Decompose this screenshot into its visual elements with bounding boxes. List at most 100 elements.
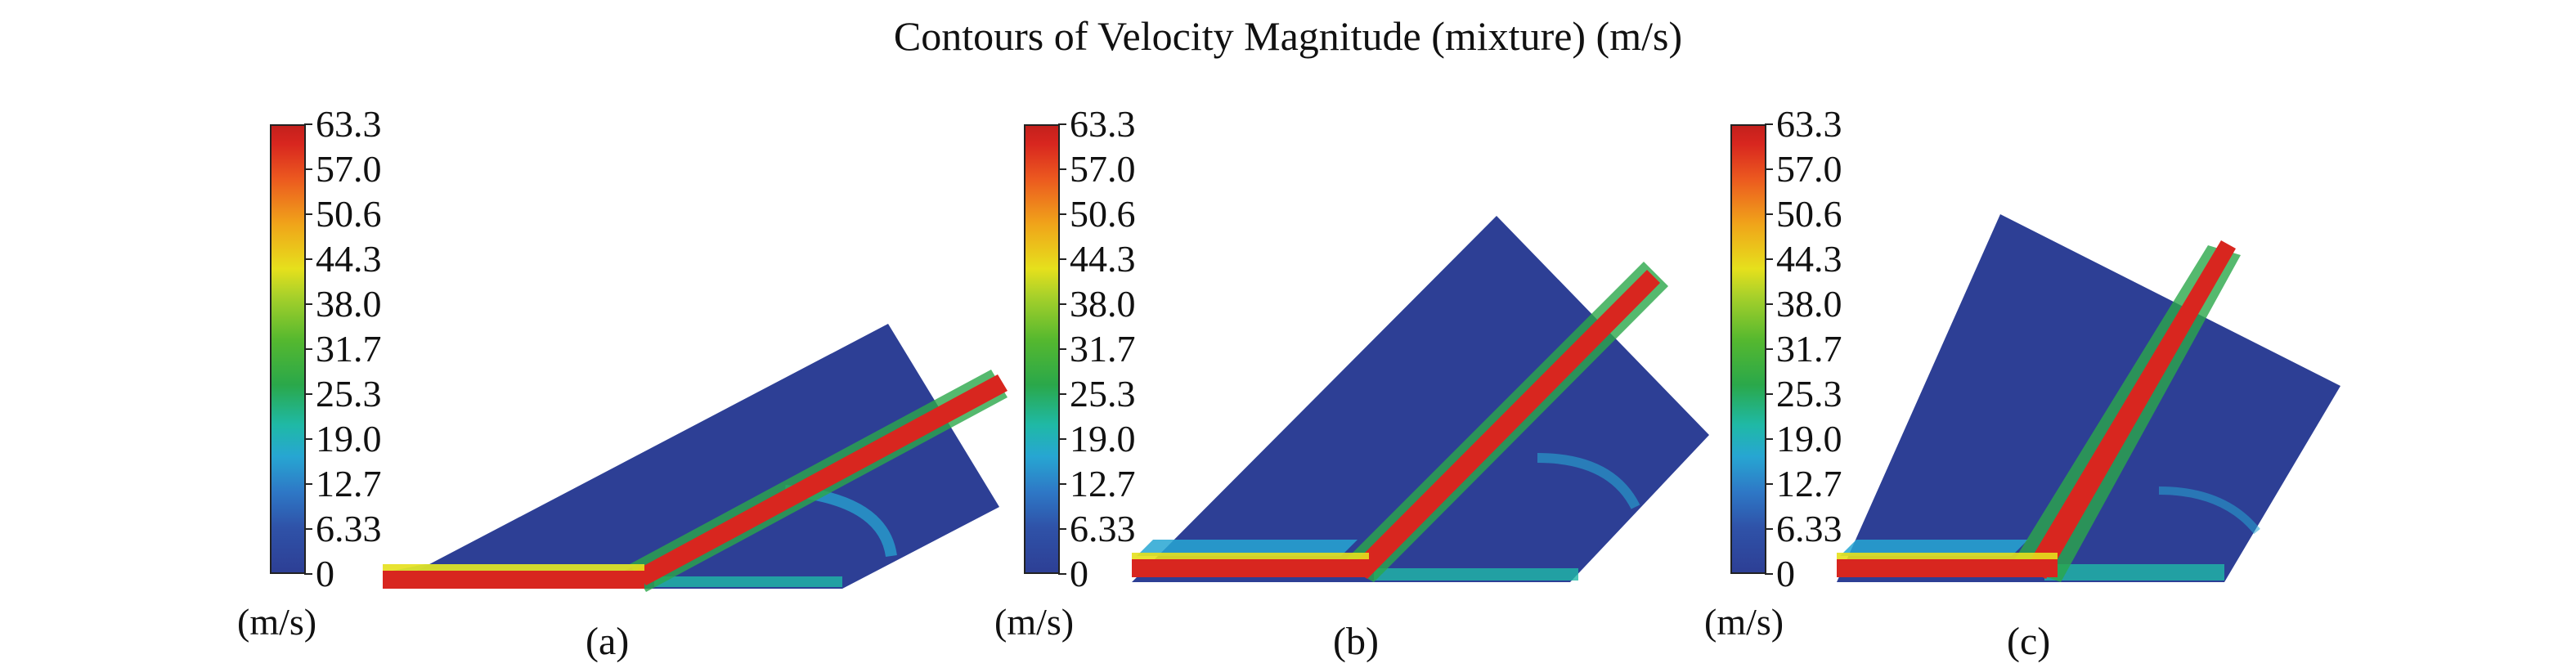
colorbar-tick-label: 38.0 — [316, 283, 382, 325]
panel-b: 63.3 57.0 50.6 44.3 38.0 31.7 25.3 19.0 12.7 6.33… — [0, 0, 1379, 668]
panel-a-caption: (a) — [586, 620, 630, 663]
colorbar-tick-label: 6.33 — [316, 508, 382, 549]
panel-a-field — [383, 324, 1008, 592]
colorbar-a-unit: (m/s) — [237, 601, 317, 643]
colorbar-tick-label: 25.3 — [316, 373, 382, 415]
colorbar-tickmark — [304, 438, 312, 440]
colorbar-tick-label: 38.0 — [1776, 283, 1842, 325]
colorbar-tickmark — [1765, 258, 1773, 260]
colorbar-tick-label: 57.0 — [1070, 148, 1136, 190]
colorbar-tickmark — [1058, 528, 1066, 530]
panel-b-boundary-layer — [1137, 540, 1358, 556]
colorbar-tickmark — [1058, 303, 1066, 305]
colorbar-tickmark — [1765, 573, 1773, 575]
colorbar-tickmark — [304, 393, 312, 395]
panel-c-caption: (c) — [2007, 620, 2051, 663]
panel-c: 63.3 57.0 50.6 44.3 38.0 31.7 25.3 19.0 12.7 6.33… — [0, 0, 2050, 668]
panel-a: 63.3 57.0 50.6 44.3 38.0 31.7 25.3 19.0 12.7 6.33… — [0, 0, 859, 668]
colorbar-b-unit: (m/s) — [994, 601, 1075, 643]
panel-a-inlet-core — [383, 571, 644, 589]
panel-b-inlet-core — [1132, 559, 1369, 577]
colorbar-tick-label: 12.7 — [316, 463, 382, 504]
colorbar-tick-label: 0 — [1070, 553, 1088, 594]
colorbar-tickmark — [1058, 483, 1066, 485]
colorbar-tickmark — [1058, 438, 1066, 440]
colorbar-tickmark — [304, 123, 312, 125]
colorbar-tick-label: 31.7 — [316, 328, 382, 370]
panel-c-inlet-core — [1837, 559, 2058, 577]
colorbar-tick-label: 19.0 — [1776, 418, 1842, 460]
colorbar-tick-label: 31.7 — [1776, 328, 1842, 370]
colorbar-tick-label: 12.7 — [1070, 463, 1136, 504]
colorbar-tickmark — [1765, 438, 1773, 440]
panel-c-recirculation — [2158, 486, 2260, 535]
colorbar-tickmark — [1058, 168, 1066, 170]
colorbar-tick-label: 50.6 — [1776, 193, 1842, 235]
panel-b-domain — [1132, 216, 1709, 582]
colorbar-tick-label: 50.6 — [1070, 193, 1136, 235]
colorbar-tickmark — [304, 258, 312, 260]
colorbar-tickmark — [1765, 123, 1773, 125]
colorbar-tick-label: 31.7 — [1070, 328, 1136, 370]
colorbar-tick-label: 57.0 — [316, 148, 382, 190]
colorbar-tick-label: 25.3 — [1776, 373, 1842, 415]
panel-b-field — [1132, 216, 1709, 582]
panel-c-boundary-layer — [1840, 540, 2028, 556]
panel-a-inlet-halo — [383, 564, 644, 571]
panel-b-wake — [1374, 568, 1578, 581]
colorbar-tickmark — [1058, 348, 1066, 350]
colorbar-tick-label: 44.3 — [316, 238, 382, 280]
colorbar-tick-label: 19.0 — [1070, 418, 1136, 460]
colorbar-tick-label: 19.0 — [316, 418, 382, 460]
colorbar-tick-label: 44.3 — [1070, 238, 1136, 280]
figure-title: Contours of Velocity Magnitude (mixture)… — [893, 13, 1683, 59]
colorbar-tickmark — [1765, 303, 1773, 305]
colorbar-tick-label: 12.7 — [1776, 463, 1842, 504]
panel-b-inlet-halo — [1132, 553, 1369, 559]
panel-c-field — [1837, 214, 2340, 582]
colorbar-tick-label: 38.0 — [1070, 283, 1136, 325]
colorbar-tick-label: 63.3 — [1776, 103, 1842, 145]
colorbar-tick-label: 50.6 — [316, 193, 382, 235]
panel-c-jet-core — [2025, 240, 2236, 579]
colorbar-tick-label: 63.3 — [1070, 103, 1136, 145]
colorbar-tickmark — [1058, 573, 1066, 575]
panel-c-domain — [1837, 214, 2340, 582]
colorbar-tickmark — [1765, 483, 1773, 485]
colorbar-tick-label: 0 — [1776, 553, 1795, 594]
colorbar-b — [1024, 124, 1060, 574]
colorbar-tick-label: 25.3 — [1070, 373, 1136, 415]
colorbar-tick-label: 57.0 — [1776, 148, 1842, 190]
colorbar-tickmark — [304, 348, 312, 350]
colorbar-tickmark — [304, 213, 312, 215]
panel-b-recirculation — [1537, 453, 1640, 509]
colorbar-tick-label: 0 — [316, 553, 334, 594]
colorbar-tickmark — [304, 168, 312, 170]
panel-a-domain — [383, 324, 999, 589]
panel-c-inlet-halo — [1837, 553, 2058, 559]
colorbar-tickmark — [1765, 213, 1773, 215]
colorbar-tickmark — [1058, 258, 1066, 260]
colorbar-tick-label: 6.33 — [1776, 508, 1842, 549]
colorbar-tickmark — [304, 573, 312, 575]
colorbar-tickmark — [1765, 393, 1773, 395]
colorbar-c-unit: (m/s) — [1704, 601, 1784, 643]
colorbar-tickmark — [304, 528, 312, 530]
panel-b-jet-core — [1349, 270, 1660, 579]
colorbar-tickmark — [304, 483, 312, 485]
panel-c-wake — [2044, 564, 2224, 581]
colorbar-tickmark — [1765, 348, 1773, 350]
colorbar-tickmark — [304, 303, 312, 305]
panel-a-jet-core — [635, 374, 1008, 585]
colorbar-tickmark — [1058, 123, 1066, 125]
colorbar-tickmark — [1765, 528, 1773, 530]
colorbar-tick-label: 63.3 — [316, 103, 382, 145]
colorbar-tickmark — [1058, 213, 1066, 215]
colorbar-tick-label: 6.33 — [1070, 508, 1136, 549]
colorbar-tickmark — [1058, 393, 1066, 395]
colorbar-tick-label: 44.3 — [1776, 238, 1842, 280]
panel-b-caption: (b) — [1333, 620, 1379, 663]
panel-a-wake — [654, 576, 842, 587]
